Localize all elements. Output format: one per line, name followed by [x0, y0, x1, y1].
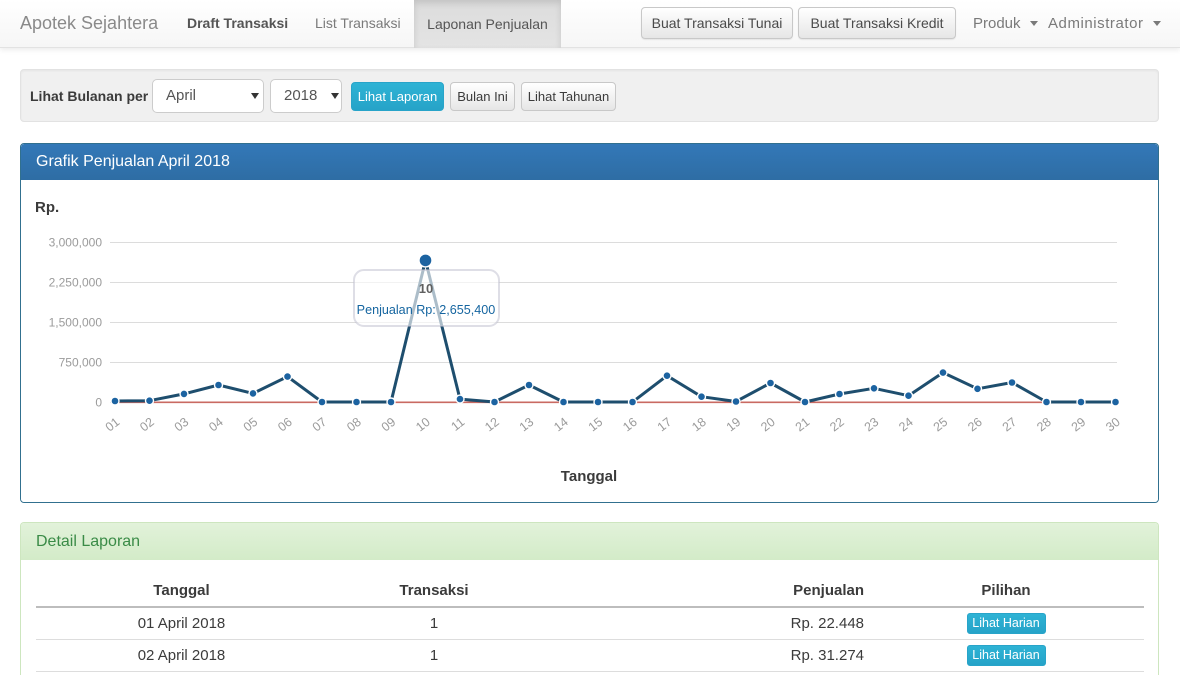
svg-text:08: 08 — [344, 415, 364, 435]
svg-text:02: 02 — [137, 415, 157, 435]
svg-text:13: 13 — [517, 415, 537, 435]
svg-text:10: 10 — [413, 415, 433, 435]
svg-text:17: 17 — [655, 415, 675, 435]
svg-text:10: 10 — [419, 281, 433, 296]
svg-text:05: 05 — [241, 415, 261, 435]
svg-text:27: 27 — [1000, 415, 1020, 435]
svg-text:23: 23 — [862, 415, 882, 435]
svg-text:09: 09 — [379, 415, 399, 435]
svg-text:30: 30 — [1103, 415, 1123, 435]
svg-text:21: 21 — [793, 415, 813, 435]
svg-text:25: 25 — [931, 415, 951, 435]
svg-text:Rp.: Rp. — [35, 199, 59, 216]
svg-text:29: 29 — [1069, 415, 1089, 435]
svg-text:Penjualan Rp: 2,655,400: Penjualan Rp: 2,655,400 — [357, 303, 496, 317]
svg-text:07: 07 — [310, 415, 330, 435]
svg-text:750,000: 750,000 — [59, 356, 103, 370]
svg-text:14: 14 — [551, 415, 571, 435]
svg-text:0: 0 — [95, 396, 102, 410]
svg-text:16: 16 — [620, 415, 640, 435]
svg-text:1,500,000: 1,500,000 — [49, 316, 103, 330]
svg-text:3,000,000: 3,000,000 — [49, 236, 103, 250]
svg-text:19: 19 — [724, 415, 744, 435]
svg-text:24: 24 — [896, 415, 916, 435]
svg-text:15: 15 — [586, 415, 606, 435]
svg-text:Tanggal: Tanggal — [561, 468, 617, 485]
svg-text:06: 06 — [275, 415, 295, 435]
svg-text:01: 01 — [103, 415, 123, 435]
svg-text:26: 26 — [965, 415, 985, 435]
svg-text:12: 12 — [482, 415, 502, 435]
svg-text:11: 11 — [448, 415, 467, 434]
svg-text:04: 04 — [206, 415, 226, 435]
svg-text:2,250,000: 2,250,000 — [49, 276, 103, 290]
svg-text:22: 22 — [827, 415, 847, 435]
svg-text:18: 18 — [689, 415, 709, 435]
svg-text:20: 20 — [758, 415, 778, 435]
svg-text:03: 03 — [172, 415, 192, 435]
svg-text:28: 28 — [1034, 415, 1054, 435]
